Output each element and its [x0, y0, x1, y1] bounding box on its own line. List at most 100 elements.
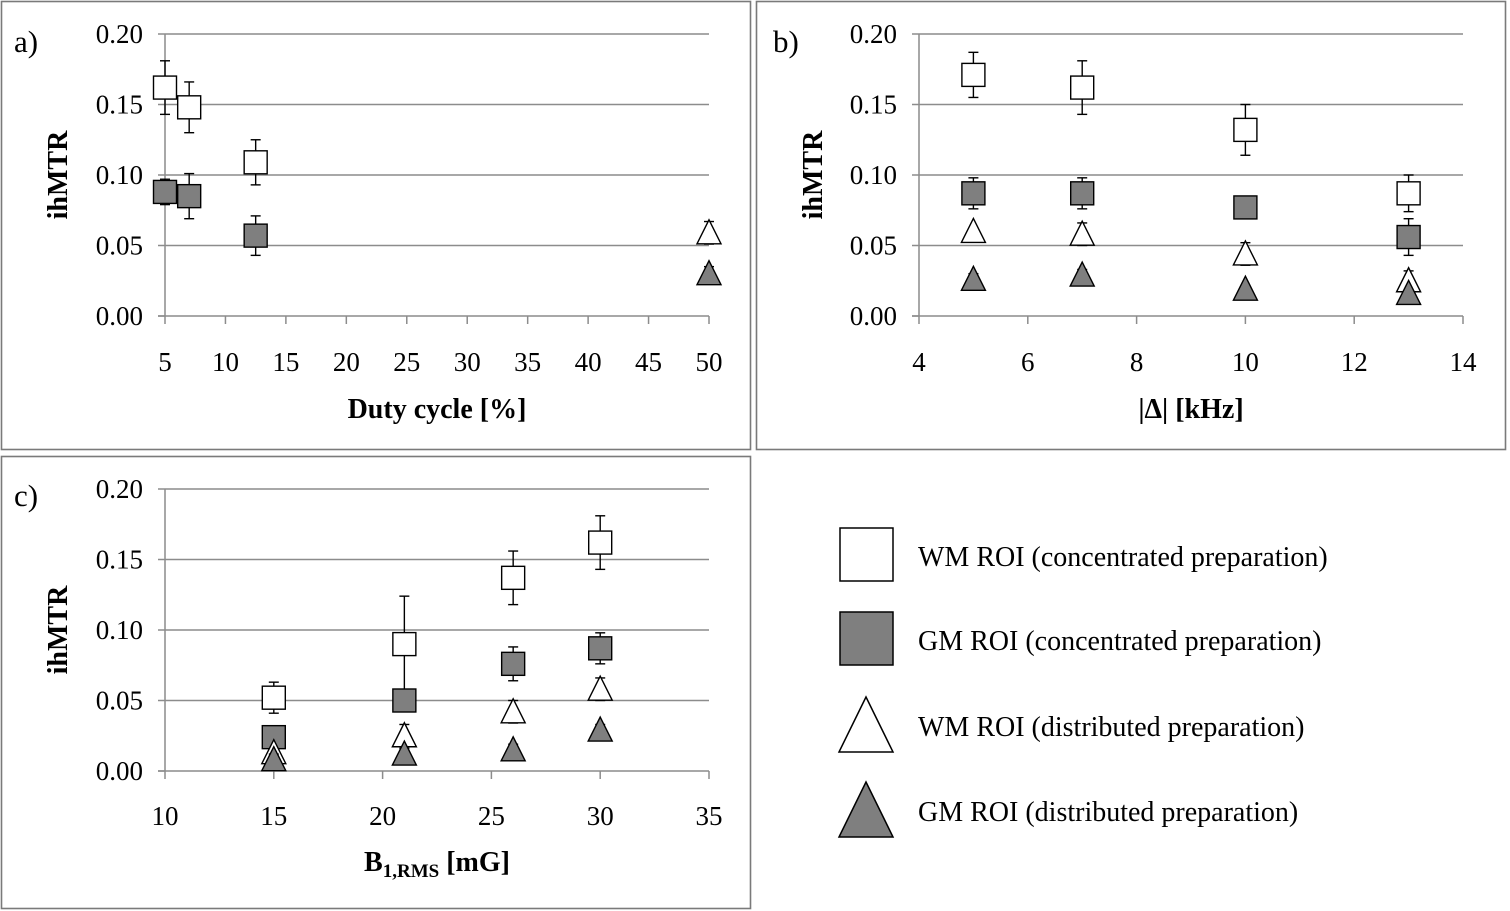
x-axis-label-main: Duty cycle [%]	[348, 394, 527, 425]
x-tick-label: 20	[333, 347, 360, 377]
data-point-wm_conc	[243, 150, 268, 175]
x-tick-label: 25	[478, 801, 505, 831]
y-tick-label: 0.00	[96, 301, 143, 331]
legend-marker-white-square	[839, 527, 894, 582]
legend-marker-gray-triangle	[837, 780, 895, 838]
x-tick-label: 10	[212, 347, 239, 377]
data-point-wm_conc	[392, 631, 417, 657]
data-point-gm_dist	[500, 735, 527, 762]
y-tick-label: 0.05	[850, 231, 897, 261]
legend-item-gm-concentrated: GM ROI (concentrated preparation)	[839, 611, 1322, 666]
y-tick-label: 0.05	[96, 686, 143, 716]
legend-label: WM ROI (distributed preparation)	[918, 712, 1304, 743]
panel-label: c)	[14, 478, 38, 513]
grid-lines	[919, 33, 1463, 247]
legend: WM ROI (concentrated preparation) GM ROI…	[837, 527, 1328, 838]
x-axis-label-after: [mG]	[439, 847, 510, 878]
x-tick-label: 15	[260, 801, 287, 831]
y-tick-label: 0.15	[850, 90, 897, 120]
chart-panel-a: a) 0.00 0.05 0.10 0.15 0.20 5 10 15 20 25 30 35 40 4…	[14, 19, 723, 425]
legend-label: GM ROI (concentrated preparation)	[918, 626, 1322, 657]
data-point-gm_dist	[695, 259, 723, 286]
data-point-wm_conc	[176, 95, 202, 120]
data-point-wm_conc	[1069, 75, 1095, 100]
legend-marker-gray-square	[839, 611, 894, 666]
panel-frame-c	[0, 455, 752, 910]
x-tick-label: 12	[1341, 347, 1368, 377]
x-axis-label: B1,RMS [mG]	[364, 847, 510, 882]
data-point-gm_dist	[1395, 278, 1422, 306]
x-axis-label-sub: 1,RMS	[383, 861, 439, 882]
data-marks	[960, 51, 1422, 306]
data-point-gm_dist	[391, 739, 418, 766]
x-axis-label: |Δ| [kHz]	[1138, 394, 1243, 425]
data-point-wm_dist	[960, 216, 987, 244]
data-point-wm_conc	[1233, 117, 1258, 143]
x-tick-labels: 10 15 20 25 30 35	[152, 801, 723, 831]
data-point-gm_dist	[960, 264, 987, 292]
data-point-wm_conc	[588, 530, 613, 555]
data-point-wm_dist	[587, 674, 614, 701]
y-tick-label: 0.15	[96, 545, 143, 575]
x-tick-labels: 4 6 8 10 12 14	[912, 347, 1477, 377]
data-point-gm_dist	[1232, 274, 1259, 301]
panel-frame-b	[755, 0, 1507, 451]
data-point-wm_dist	[500, 697, 527, 724]
axes	[158, 488, 710, 779]
y-tick-label: 0.00	[850, 301, 897, 331]
x-tick-label: 30	[587, 801, 614, 831]
x-tick-label: 15	[272, 347, 299, 377]
x-tick-label: 10	[1232, 347, 1259, 377]
data-point-gm_conc	[392, 688, 417, 713]
panel-label: b)	[773, 24, 799, 59]
x-tick-label: 5	[158, 347, 172, 377]
y-tick-label: 0.05	[96, 231, 143, 261]
data-point-gm_conc	[500, 651, 526, 677]
data-point-gm_dist	[587, 715, 614, 742]
x-tick-label: 4	[912, 347, 926, 377]
data-point-gm_conc	[588, 636, 613, 661]
axes	[912, 33, 1464, 324]
data-point-wm_dist	[695, 218, 723, 245]
x-tick-labels: 5 10 15 20 25 30 35 40 45 50	[158, 347, 722, 377]
data-point-gm_dist	[1069, 260, 1096, 287]
x-tick-label: 25	[393, 347, 420, 377]
data-point-wm_conc	[261, 685, 286, 710]
legend-item-wm-distributed: WM ROI (distributed preparation)	[837, 695, 1304, 753]
x-tick-label: 14	[1450, 347, 1478, 377]
y-tick-label: 0.20	[850, 19, 897, 49]
data-point-gm_dist	[260, 745, 287, 772]
legend-marker-white-triangle	[837, 695, 895, 753]
x-tick-label: 45	[635, 347, 662, 377]
x-tick-label: 30	[454, 347, 481, 377]
x-axis-label-main: B	[364, 847, 383, 878]
y-tick-label: 0.15	[96, 90, 143, 120]
data-point-gm_conc	[1396, 224, 1421, 250]
y-tick-label: 0.10	[96, 160, 143, 190]
axes	[158, 33, 710, 324]
data-point-wm_conc	[1396, 181, 1421, 206]
legend-item-wm-concentrated: WM ROI (concentrated preparation)	[839, 527, 1328, 582]
legend-label: WM ROI (concentrated preparation)	[918, 542, 1328, 573]
y-tick-label: 0.10	[96, 615, 143, 645]
data-point-gm_conc	[1069, 181, 1095, 206]
y-axis-label: ihMTR	[798, 130, 829, 219]
data-point-gm_conc	[243, 223, 268, 248]
chart-panel-b: b) 0.000.050.100.150.20 4 6 8 10 12 14 ihMTR …	[773, 19, 1477, 425]
y-axis-label: ihMTR	[43, 130, 74, 219]
y-tick-label: 0.00	[96, 756, 143, 786]
y-tick-label: 0.10	[850, 160, 897, 190]
data-point-wm_dist	[1069, 219, 1096, 246]
data-point-gm_conc	[176, 183, 202, 209]
y-axis-label: ihMTR	[43, 585, 74, 674]
x-tick-label: 10	[152, 801, 179, 831]
panel-frame-a	[0, 0, 752, 451]
data-point-gm_conc	[1233, 195, 1258, 220]
chart-panel-c: c) 0.00 0.05 0.10 0.15 0.20 10 15 20 25 30 35 ihM…	[14, 474, 723, 882]
grid-lines	[165, 488, 709, 702]
data-point-gm_conc	[152, 179, 178, 205]
x-tick-label: 20	[369, 801, 396, 831]
x-tick-label: 6	[1021, 347, 1035, 377]
grid-lines	[165, 33, 709, 247]
